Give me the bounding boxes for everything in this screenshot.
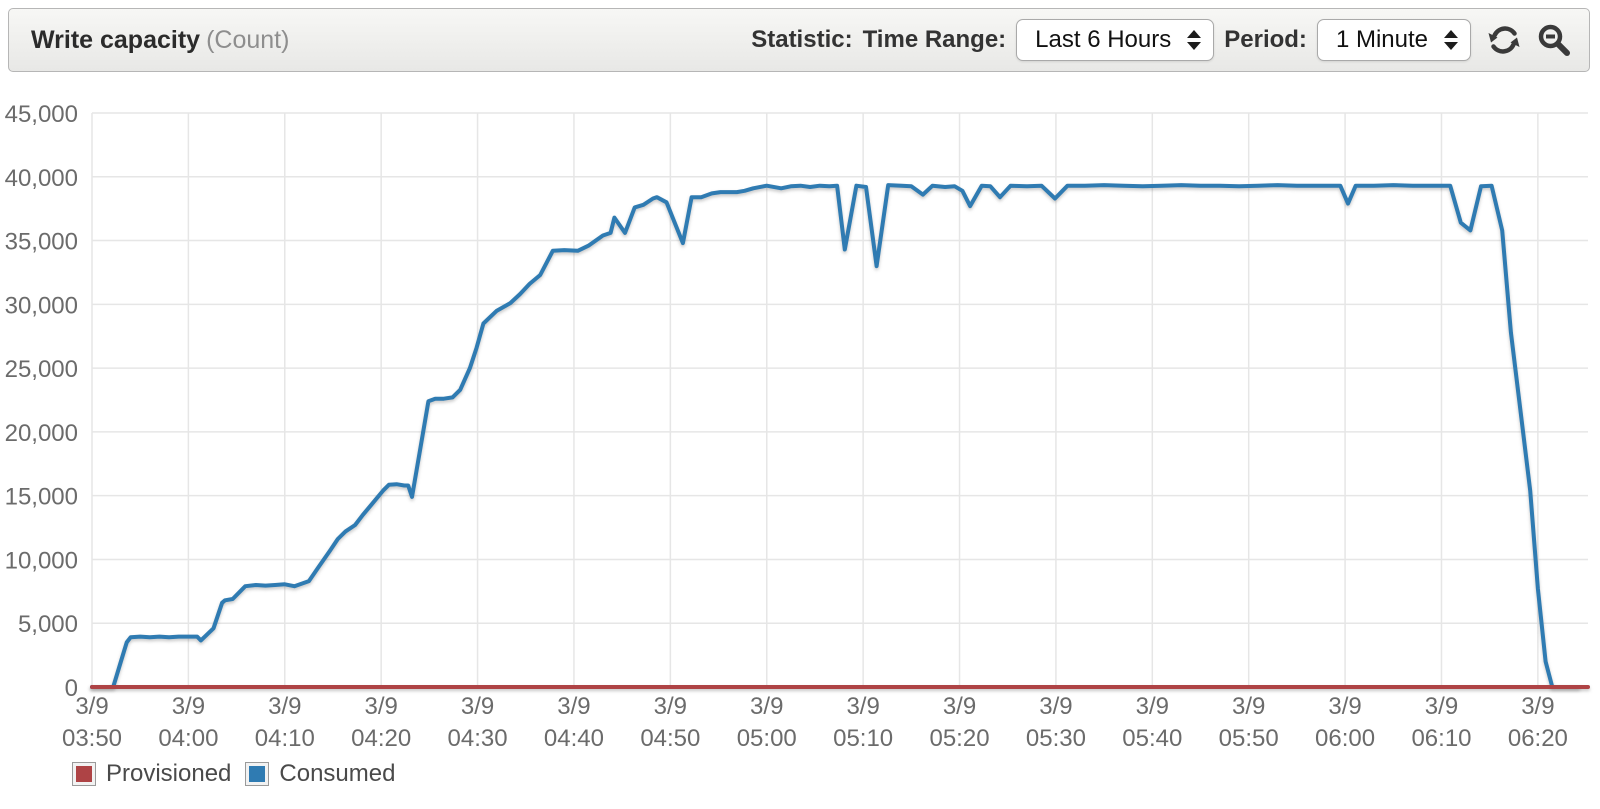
stepper-arrows-icon — [1185, 30, 1203, 50]
svg-text:3/9: 3/9 — [1232, 693, 1265, 720]
svg-text:05:30: 05:30 — [1026, 725, 1086, 752]
time-range-label: Time Range: — [862, 26, 1007, 53]
svg-text:04:30: 04:30 — [448, 725, 508, 752]
svg-text:06:00: 06:00 — [1315, 725, 1375, 752]
svg-text:5,000: 5,000 — [18, 611, 78, 638]
svg-text:15,000: 15,000 — [5, 484, 78, 511]
svg-text:3/9: 3/9 — [654, 693, 687, 720]
svg-text:45,000: 45,000 — [5, 101, 78, 128]
svg-text:03:50: 03:50 — [62, 725, 122, 752]
provisioned-swatch-icon — [72, 762, 96, 786]
svg-text:40,000: 40,000 — [5, 165, 78, 192]
period-select[interactable]: 1 Minute — [1316, 19, 1471, 61]
svg-text:3/9: 3/9 — [172, 693, 205, 720]
svg-text:3/9: 3/9 — [268, 693, 301, 720]
metric-unit: (Count) — [206, 25, 290, 54]
svg-text:3/9: 3/9 — [750, 693, 783, 720]
svg-text:04:20: 04:20 — [351, 725, 411, 752]
svg-text:3/9: 3/9 — [1136, 693, 1169, 720]
period-label: Period: — [1224, 26, 1307, 53]
svg-text:06:20: 06:20 — [1508, 725, 1568, 752]
refresh-icon[interactable] — [1485, 23, 1523, 57]
svg-text:35,000: 35,000 — [5, 229, 78, 256]
svg-text:30,000: 30,000 — [5, 292, 78, 319]
svg-text:05:40: 05:40 — [1122, 725, 1182, 752]
legend-item-consumed: Consumed — [245, 760, 395, 788]
svg-text:05:00: 05:00 — [737, 725, 797, 752]
svg-text:3/9: 3/9 — [943, 693, 976, 720]
svg-text:05:50: 05:50 — [1219, 725, 1279, 752]
chart-controls: Statistic: Time Range: Last 6 Hours Peri… — [751, 19, 1571, 61]
svg-text:3/9: 3/9 — [1328, 693, 1361, 720]
svg-text:04:50: 04:50 — [640, 725, 700, 752]
svg-text:25,000: 25,000 — [5, 356, 78, 383]
chart-legend: Provisioned Consumed — [72, 760, 395, 788]
svg-text:3/9: 3/9 — [75, 693, 108, 720]
svg-text:3/9: 3/9 — [1425, 693, 1458, 720]
svg-text:04:00: 04:00 — [158, 725, 218, 752]
svg-text:3/9: 3/9 — [1521, 693, 1554, 720]
svg-text:0: 0 — [65, 675, 78, 702]
svg-text:05:10: 05:10 — [833, 725, 893, 752]
chart-header: Write capacity (Count) Statistic: Time Ra… — [8, 8, 1590, 72]
svg-text:06:10: 06:10 — [1411, 725, 1471, 752]
svg-text:3/9: 3/9 — [364, 693, 397, 720]
consumed-swatch-icon — [245, 762, 270, 786]
svg-text:3/9: 3/9 — [846, 693, 879, 720]
time-range-value: Last 6 Hours — [1035, 26, 1172, 53]
period-value: 1 Minute — [1335, 26, 1428, 53]
svg-text:04:10: 04:10 — [255, 725, 315, 752]
zoom-out-icon[interactable] — [1537, 23, 1571, 57]
svg-text:3/9: 3/9 — [1039, 693, 1072, 720]
svg-text:3/9: 3/9 — [461, 693, 494, 720]
statistic-label: Statistic: — [751, 26, 853, 53]
legend-label: Provisioned — [106, 760, 232, 787]
page-title: Write capacity (Count) — [31, 26, 289, 55]
chart-plot[interactable]: 0 5,000 10,000 15,000 20,000 25,000 30,000 35,0… — [0, 72, 1600, 809]
svg-text:20,000: 20,000 — [5, 420, 78, 447]
svg-text:04:40: 04:40 — [544, 725, 604, 752]
svg-text:10,000: 10,000 — [5, 547, 78, 574]
metric-title: Write capacity — [31, 25, 201, 54]
svg-text:05:20: 05:20 — [929, 725, 989, 752]
stepper-arrows-icon — [1442, 30, 1460, 50]
legend-label: Consumed — [279, 760, 396, 787]
legend-item-provisioned: Provisioned — [72, 760, 231, 788]
time-range-select[interactable]: Last 6 Hours — [1016, 19, 1215, 61]
svg-text:3/9: 3/9 — [557, 693, 590, 720]
